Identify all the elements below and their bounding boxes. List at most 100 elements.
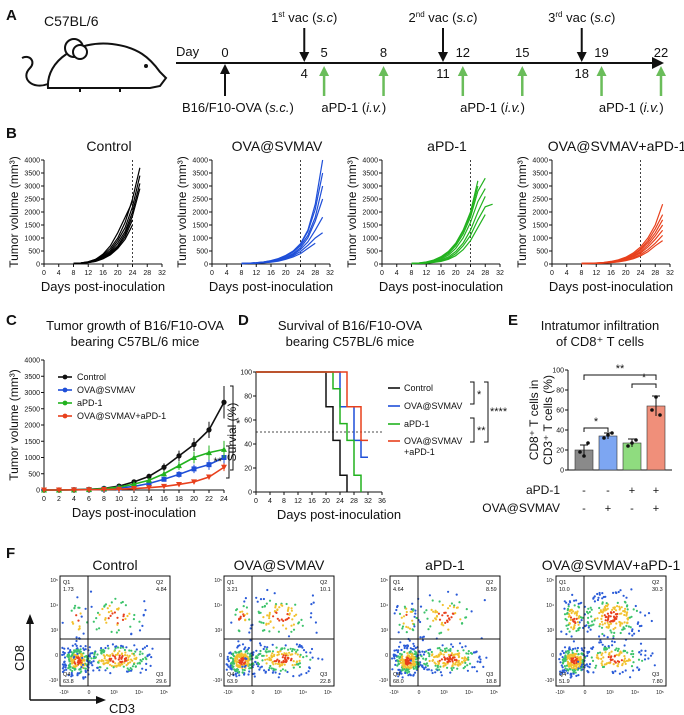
flow-event-dot <box>235 660 238 663</box>
flow-event-dot <box>272 667 275 671</box>
flow-q4-value: 63.9 <box>227 679 238 685</box>
flow-event-dot <box>248 670 251 673</box>
flow-event-dot <box>626 622 629 625</box>
flow-event-dot <box>268 630 271 633</box>
flow-event-dot <box>237 629 240 632</box>
flow-event-dot <box>609 629 612 632</box>
flow-event-dot <box>110 601 113 604</box>
flow-event-dot <box>614 670 617 673</box>
flow-event-dot <box>456 663 459 666</box>
b-y-tick-label: 2500 <box>362 197 378 204</box>
flow-event-dot <box>92 660 95 663</box>
panel-b-letter: B <box>6 125 17 142</box>
vac-arrowhead-2 <box>438 52 448 62</box>
flow-event-dot <box>232 662 235 665</box>
flow-event-dot <box>132 618 135 621</box>
flow-event-dot <box>611 640 614 643</box>
flow-event-dot <box>605 626 608 629</box>
flow-event-dot <box>396 659 399 662</box>
e-sig-a: * <box>594 416 599 428</box>
flow-event-dot <box>605 662 608 665</box>
flow-event-dot <box>108 663 112 666</box>
flow-event-dot <box>601 615 604 618</box>
flow-event-dot <box>570 675 573 678</box>
flow-event-dot <box>443 658 446 661</box>
flow-event-dot <box>573 599 576 602</box>
flow-event-dot <box>63 647 66 650</box>
b-y-tick-label: 3000 <box>362 184 378 191</box>
flow-event-dot <box>623 627 626 630</box>
flow-event-dot <box>567 669 570 672</box>
c-x-tick-label: 24 <box>220 496 228 503</box>
flow-event-dot <box>414 646 417 650</box>
flow-event-dot <box>424 663 427 666</box>
flow-event-dot <box>262 647 265 651</box>
flow-event-dot <box>560 671 564 674</box>
flow-event-dot <box>298 662 302 665</box>
panel-d-title-line2: bearing C57BL/6 mice <box>286 334 415 349</box>
flow-event-dot <box>405 625 408 629</box>
e-sig-bracket-c <box>583 374 657 380</box>
flow-event-dot <box>453 658 456 662</box>
flow-event-dot <box>573 604 576 607</box>
flow-event-dot <box>588 650 591 654</box>
flow-event-dot <box>408 673 411 676</box>
c-marker <box>56 487 62 493</box>
flow-event-dot <box>411 628 414 631</box>
flow-y-tick-label: 10⁵ <box>546 578 554 584</box>
flow-event-dot <box>67 656 70 659</box>
flow-event-dot <box>601 597 604 600</box>
flow-event-dot <box>134 665 137 668</box>
flow-event-dot <box>458 642 462 645</box>
flow-x-tick-label: 10⁵ <box>656 690 664 696</box>
flow-event-dot <box>61 646 64 650</box>
b-y-tick-label: 3000 <box>532 184 548 191</box>
b-growth-curve <box>411 214 486 265</box>
flow-event-dot <box>451 665 454 668</box>
b-y-tick-label: 2500 <box>192 197 208 204</box>
flow-event-dot <box>564 655 567 658</box>
flow-event-dot <box>134 650 137 653</box>
flow-event-dot <box>240 658 243 662</box>
flow-event-dot <box>249 663 252 667</box>
flow-event-dot <box>579 658 582 661</box>
flow-event-dot <box>247 662 250 665</box>
flow-event-dot <box>127 656 130 659</box>
flow-event-dot <box>100 647 103 650</box>
flow-event-dot <box>451 656 454 660</box>
flow-event-dot <box>404 644 407 648</box>
flow-event-dot <box>618 672 622 675</box>
flow-event-dot <box>394 659 398 662</box>
flow-event-dot <box>570 626 573 629</box>
flow-event-dot <box>280 647 283 651</box>
flow-event-dot <box>616 649 620 653</box>
d-y-axis-label: Survial (%) <box>225 403 239 462</box>
flow-event-dot <box>405 610 408 614</box>
flow-event-dot <box>259 611 262 614</box>
b-y-axis-label: Tumor volume (mm³) <box>175 156 189 268</box>
flow-event-dot <box>89 590 93 593</box>
panel-b-title: OVA@SVMAV+aPD-1 <box>548 138 684 154</box>
b-x-tick-label: 28 <box>311 270 319 277</box>
flow-event-dot <box>452 654 455 657</box>
b-growth-curve <box>581 203 664 265</box>
b-y-axis-label: Tumor volume (mm³) <box>345 156 359 268</box>
flow-event-dot <box>63 661 66 664</box>
flow-event-dot <box>587 607 590 610</box>
apd1-label-1: aPD-1 (i.v.) <box>321 100 386 115</box>
flow-event-dot <box>581 663 584 666</box>
flow-event-dot <box>271 671 274 674</box>
flow-event-dot <box>436 664 439 668</box>
flow-event-dot <box>297 621 301 624</box>
flow-event-dot <box>438 618 442 621</box>
flow-event-dot <box>471 666 474 669</box>
e-data-point <box>626 444 630 448</box>
flow-event-dot <box>278 606 281 609</box>
flow-event-dot <box>560 630 563 633</box>
flow-event-dot <box>410 610 413 614</box>
d-legend-label: +aPD-1 <box>404 447 435 457</box>
flow-event-dot <box>141 667 144 670</box>
b-y-tick-label: 4000 <box>362 158 378 165</box>
b-x-tick-label: 4 <box>57 270 61 277</box>
flow-event-dot <box>410 666 413 669</box>
